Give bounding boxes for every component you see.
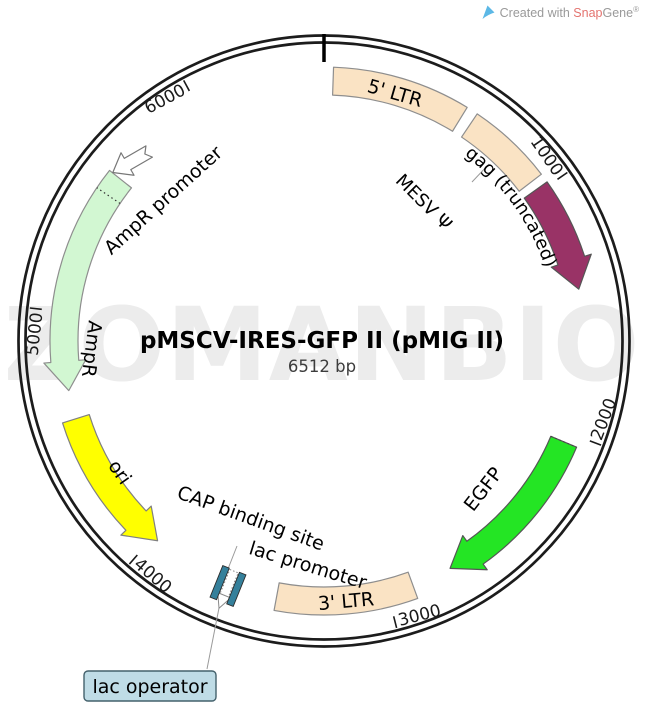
feature-ampr-arrow bbox=[43, 169, 133, 392]
feature-gag-truncated-arrow bbox=[523, 181, 592, 290]
watermark-text: ZOMANBIO bbox=[4, 286, 641, 405]
feature-3-ltr-band bbox=[273, 571, 419, 616]
credit-text: Created with SnapGene® bbox=[500, 5, 639, 20]
feature-label-egfp: EGFP bbox=[460, 463, 508, 515]
feature-label-3-ltr: 3' LTR bbox=[317, 588, 375, 615]
credit-reg-mark: ® bbox=[633, 5, 639, 14]
feature-ampr-promoter-arrow bbox=[112, 145, 154, 176]
tick-label-6000: 6000 bbox=[141, 80, 189, 118]
leader-line-3 bbox=[206, 607, 220, 670]
tick-2000 bbox=[589, 440, 602, 446]
tick-3000 bbox=[392, 616, 398, 629]
tick-label-5000: 5000 bbox=[23, 311, 48, 356]
plasmid-size-label: 6512 bp bbox=[288, 357, 356, 376]
lac-operator-bar-right bbox=[226, 571, 247, 608]
snapgene-credit: Created with SnapGene® bbox=[482, 5, 639, 20]
lac-operator-callout-box bbox=[83, 670, 217, 702]
credit-prefix: Created with bbox=[499, 6, 574, 21]
tick-label-4000: 4000 bbox=[130, 554, 176, 598]
feature-label-mesv: MESV Ψ bbox=[391, 170, 456, 235]
tick-5000 bbox=[29, 307, 42, 311]
tick-6000 bbox=[182, 80, 191, 92]
feature-ori-arrow bbox=[61, 413, 159, 542]
lac-operator-callout-label: lac operator bbox=[92, 676, 207, 698]
feature-mesv-band bbox=[460, 113, 542, 192]
lac-promoter-glyph-body bbox=[218, 568, 239, 600]
lac-operator-glyph bbox=[209, 564, 247, 610]
lac-operator-bar-left bbox=[209, 564, 230, 601]
tick-1000 bbox=[557, 171, 568, 180]
lac-promoter-glyph-arrowhead bbox=[217, 591, 232, 610]
tick-4000 bbox=[128, 554, 138, 565]
feature-ampr-junction-dotted-line bbox=[96, 187, 121, 204]
credit-brand-snap: Snap bbox=[573, 6, 603, 21]
snapgene-logo-icon bbox=[482, 5, 495, 20]
leader-line-1 bbox=[471, 163, 490, 183]
feature-egfp-dashed-end bbox=[550, 435, 577, 448]
plasmid-title: pMSCV-IRES-GFP II (pMIG II) bbox=[140, 328, 504, 354]
feature-5-ltr-band bbox=[331, 66, 468, 132]
credit-brand-gene: Gene bbox=[602, 6, 634, 21]
feature-egfp-arrow bbox=[449, 435, 578, 571]
